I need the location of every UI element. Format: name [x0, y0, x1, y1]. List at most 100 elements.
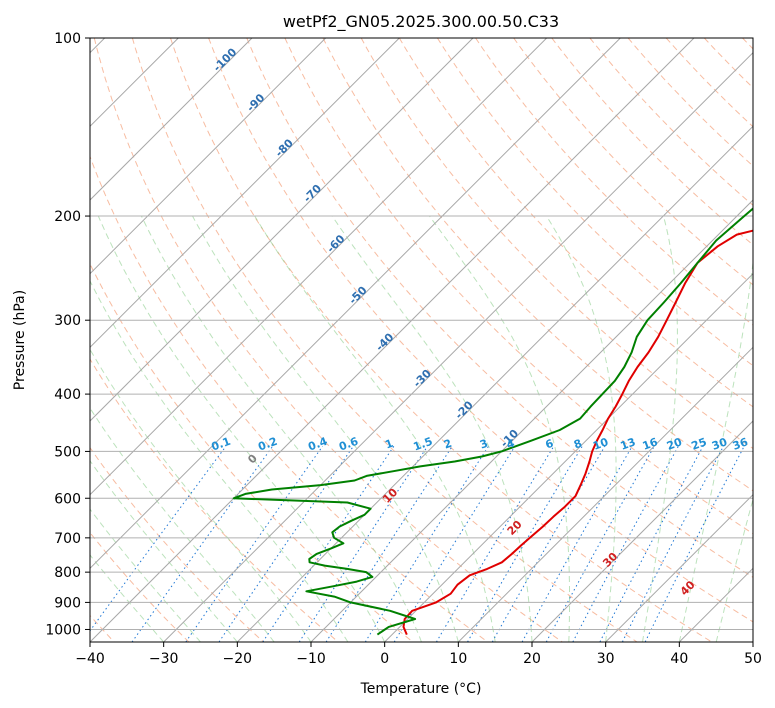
dry-adiabat: [436, 38, 753, 367]
moist-adiabat: [140, 215, 422, 642]
moist-adiabat: [90, 348, 312, 642]
mixing-ratio-line: [491, 445, 606, 642]
moist-adiabat: [642, 215, 678, 642]
isotherm-line: [236, 125, 753, 642]
x-tick-label: −40: [75, 651, 105, 667]
isotherm-line: [384, 272, 753, 642]
y-tick-label: 300: [54, 313, 81, 329]
moist-adiabats: [90, 215, 753, 642]
moist-adiabat: [90, 459, 238, 642]
dry-adiabat: [551, 38, 753, 246]
mixing-ratio-label: 0.2: [256, 435, 279, 454]
x-axis-ticks: −40 −30 −20 −10 0 10 20 30 40 50: [75, 642, 762, 667]
y-axis-ticks: 100 200 300 400 500 600 700 800 900 1000: [45, 31, 90, 638]
chart-title: wetPf2_GN05.2025.300.00.50.C33: [283, 12, 559, 32]
moist-adiabat: [90, 407, 275, 642]
isotherm-line: [90, 38, 548, 496]
plot-area: [90, 38, 753, 642]
dry-adiabat: [90, 446, 264, 642]
dry-adiabat: [284, 38, 753, 535]
mixing-ratio-line: [262, 445, 395, 642]
dry-adiabat: [131, 38, 638, 642]
x-tick-label: −20: [223, 651, 253, 667]
y-tick-label: 100: [54, 31, 81, 47]
temperature-profile: [402, 229, 753, 635]
isobars: [90, 38, 753, 630]
dry-adiabat: [398, 38, 753, 408]
mixing-ratio-label: 4: [505, 437, 517, 452]
mixing-ratio-label: 2: [442, 437, 454, 452]
mixing-ratio-label: 30: [710, 435, 729, 453]
isotherm-line: [90, 38, 327, 275]
mixing-ratio-label: 16: [641, 435, 660, 453]
dry-adiabat: [589, 38, 753, 206]
mixing-ratio-line: [325, 445, 453, 642]
isotherm-line: [90, 38, 474, 422]
dry-adiabat: [208, 38, 753, 623]
dry-adiabat: [170, 38, 712, 642]
mixing-ratio-label: 1: [383, 437, 395, 452]
mixing-ratio-line: [435, 445, 555, 642]
mixing-ratio-label: 25: [690, 435, 709, 452]
x-tick-label: 50: [744, 651, 762, 667]
moist-adiabat: [90, 279, 349, 642]
mixing-ratio-line: [298, 445, 429, 642]
mixing-ratio-label: 20: [665, 435, 684, 453]
x-tick-label: 0: [380, 651, 389, 667]
mixing-ratio-line: [364, 445, 489, 642]
mixing-ratio-line: [521, 445, 633, 642]
mixing-ratio-label: 13: [619, 435, 638, 452]
x-tick-label: 20: [523, 651, 541, 667]
isotherm-line: [605, 493, 753, 642]
moist-adiabat: [429, 215, 570, 642]
mixing-ratio-line: [545, 445, 655, 642]
mixing-ratio-label: 8: [572, 437, 584, 452]
moist-adiabat: [546, 215, 617, 642]
isotherm-line: [457, 346, 753, 642]
mixing-ratio-label: 6: [544, 437, 556, 452]
isotherm-line: [90, 38, 621, 570]
isotherm-line: [90, 38, 253, 201]
dry-adiabat: [90, 155, 488, 642]
x-tick-label: −10: [296, 651, 326, 667]
y-tick-label: 400: [54, 387, 81, 403]
dry-adiabat: [90, 358, 339, 642]
isotherm-line: [163, 51, 753, 642]
mixing-ratio-label: 0.1: [210, 435, 233, 454]
x-tick-label: 30: [597, 651, 615, 667]
mixing-ratio-label: 3: [478, 437, 490, 452]
mixing-ratio-label: 0.4: [306, 435, 329, 454]
y-tick-label: 900: [54, 595, 81, 611]
isotherm-line: [90, 38, 695, 642]
isotherm-line: [531, 420, 753, 642]
y-tick-label: 600: [54, 491, 81, 507]
x-tick-label: −30: [149, 651, 179, 667]
profiles: [232, 207, 753, 636]
y-tick-label: 200: [54, 209, 81, 225]
y-tick-label: 1000: [45, 622, 81, 638]
x-axis-label: Temperature (°C): [360, 681, 482, 697]
plot-frame: [89, 37, 754, 643]
dry-adiabat: [90, 262, 414, 642]
dewpoint-profile: [232, 207, 753, 636]
isotherm-line: [310, 199, 753, 642]
mixing-ratio-label: 1.5: [412, 435, 435, 454]
x-tick-label: 40: [670, 651, 688, 667]
x-tick-label: 10: [449, 651, 467, 667]
mixing-ratio-line: [131, 445, 274, 642]
dry-adiabat: [246, 38, 753, 578]
dry-adiabat: [322, 38, 753, 492]
dry-adiabat: [93, 38, 563, 642]
mixing-ratio-line: [572, 445, 679, 642]
moist-adiabat: [678, 259, 753, 642]
y-tick-label: 800: [54, 565, 81, 581]
y-tick-label: 500: [54, 444, 81, 460]
moist-adiabat: [192, 215, 459, 642]
mixing-ratio-line: [467, 445, 583, 642]
mixing-ratio-label: 36: [731, 435, 750, 453]
mixing-ratio-label: 0.6: [337, 435, 360, 454]
isotherms: [90, 38, 753, 642]
mixing-ratio-label: 10: [591, 435, 610, 453]
